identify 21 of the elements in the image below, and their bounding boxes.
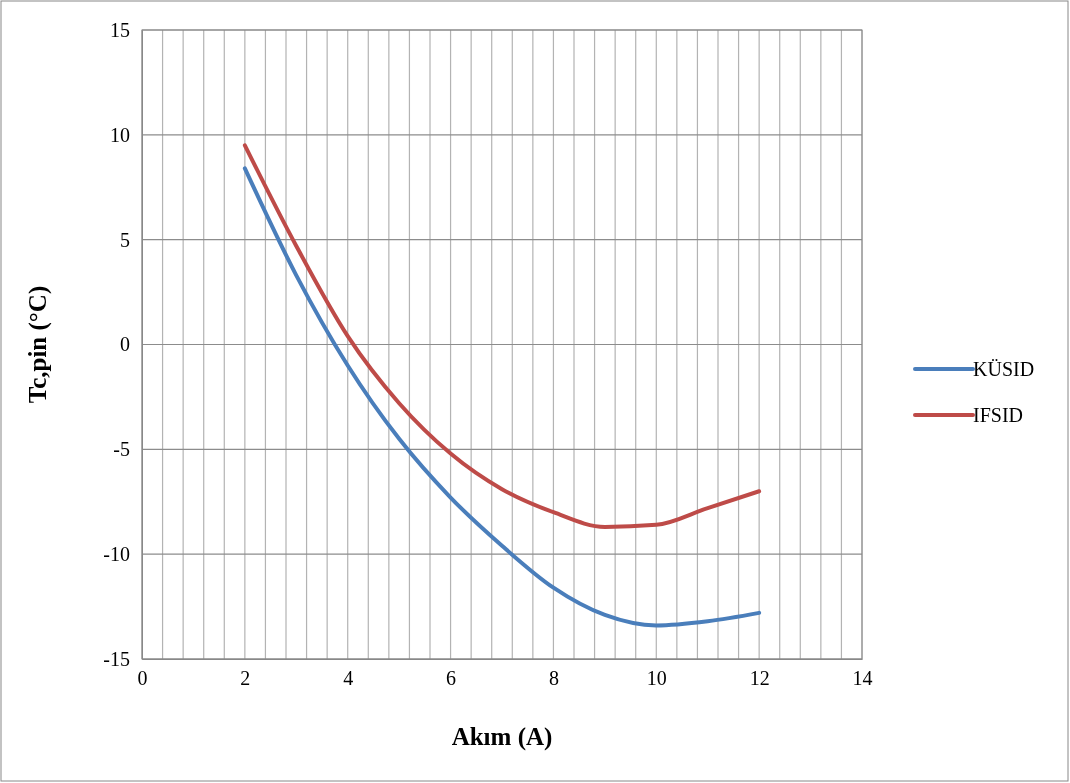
y-tick-label: 5 (120, 228, 130, 251)
y-tick-label: -5 (113, 438, 130, 461)
x-tick-label: 10 (646, 667, 667, 690)
x-tick-label: 2 (240, 667, 251, 690)
y-axis-title: Tc,pin (°C) (24, 285, 52, 404)
x-tick-label: 14 (852, 667, 873, 690)
y-tick-label: 0 (120, 333, 130, 356)
x-axis-title: Akım (A) (451, 723, 553, 751)
legend-label: KÜSID (973, 358, 1035, 380)
x-tick-label: 8 (548, 667, 559, 690)
x-tick-label: 4 (343, 667, 354, 690)
x-tick-label: 12 (749, 667, 770, 690)
legend-label: IFSID (973, 404, 1024, 426)
line-series (242, 143, 762, 529)
y-tick-label: -10 (103, 543, 130, 566)
x-tick-label: 6 (446, 667, 457, 690)
line-series (242, 166, 762, 628)
x-tick-label: 0 (137, 667, 148, 690)
y-tick-label: 10 (110, 123, 130, 146)
y-tick-label: 15 (110, 18, 130, 41)
y-tick-label: -15 (103, 647, 130, 670)
